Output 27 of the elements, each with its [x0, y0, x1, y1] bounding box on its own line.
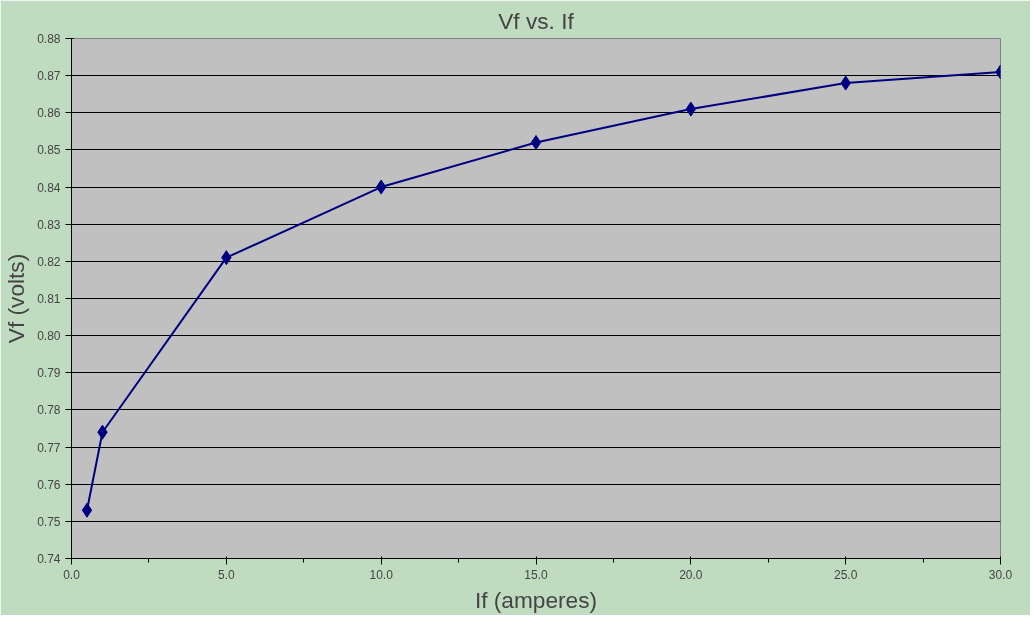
x-axis-title: If (amperes): [474, 586, 598, 613]
y-tick-label: 0.87: [37, 69, 61, 84]
y-tick-label: 0.85: [37, 143, 61, 158]
x-tick-label: 25.0: [833, 567, 858, 582]
y-tick-label: 0.81: [37, 292, 61, 306]
y-tick-label: 0.83: [37, 217, 61, 232]
y-tick-label: 0.77: [37, 440, 61, 455]
point: [530, 135, 542, 150]
y-tick-label: 0.75: [37, 514, 61, 529]
y-tick-label: 0.86: [37, 106, 61, 121]
y-tick-label: 0.74: [37, 552, 61, 566]
x-tick-label: 0.0: [63, 567, 81, 582]
x-tick-label: 15.0: [524, 567, 548, 582]
y-tick-label: 0.79: [37, 366, 61, 381]
y-tick-label: 0.82: [37, 254, 61, 269]
chart-title: Vf vs. If: [498, 7, 575, 34]
y-tick-label: 0.80: [37, 329, 61, 344]
y-tick-label: 0.84: [37, 180, 61, 195]
y-tick-label: 0.76: [37, 477, 61, 492]
y-tick-label: 0.88: [37, 32, 61, 46]
y-tick-label: 0.78: [37, 403, 61, 418]
y-axis-title: Vf (volts): [3, 253, 30, 344]
x-tick-label: 5.0: [217, 567, 235, 582]
x-tick-label: 10.0: [369, 567, 394, 582]
x-tick-label: 30.0: [988, 567, 1013, 582]
x-tick-label: 20.0: [679, 567, 703, 582]
point: [81, 502, 93, 518]
